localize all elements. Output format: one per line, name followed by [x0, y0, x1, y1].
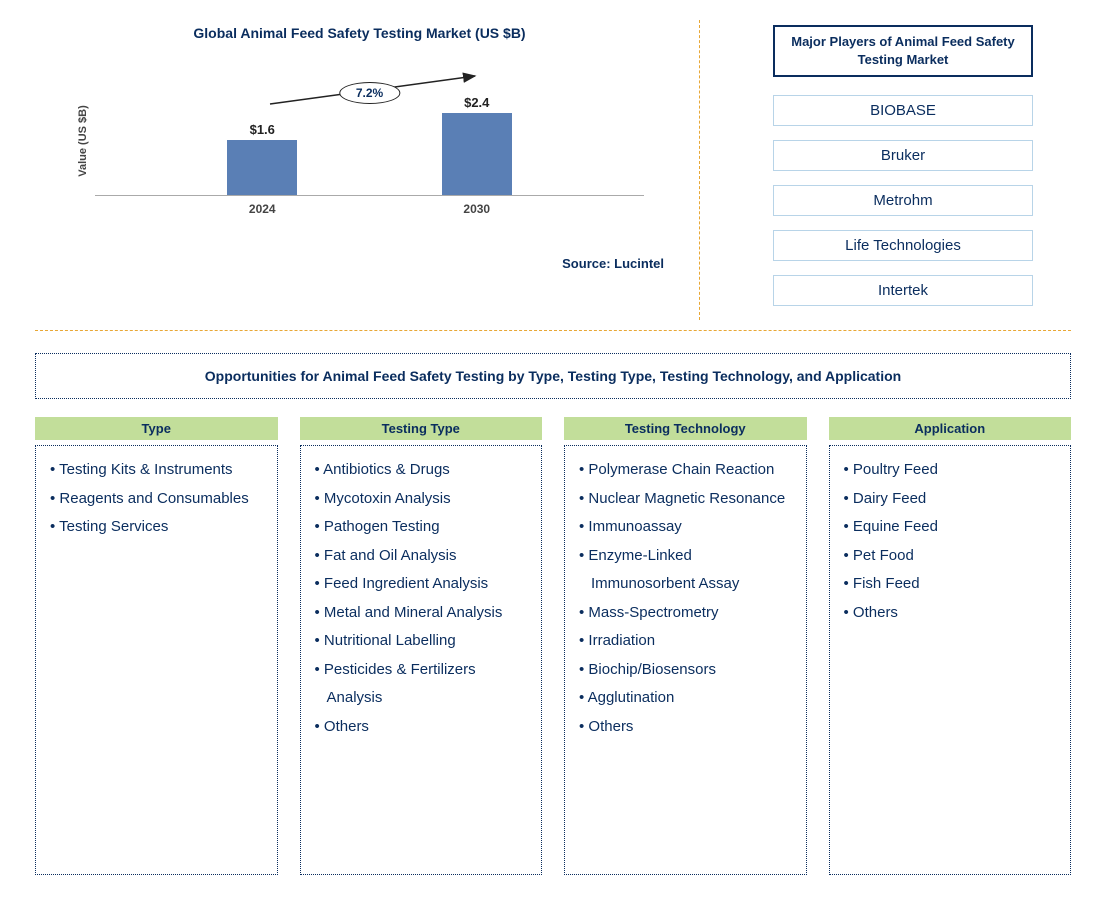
players-panel: Major Players of Animal Feed Safety Test…	[700, 20, 1071, 320]
category-item: • Irradiation	[577, 627, 794, 656]
growth-rate-label: 7.2%	[339, 82, 400, 104]
player-item: Intertek	[773, 275, 1033, 306]
players-list: BIOBASE Bruker Metrohm Life Technologies Int…	[735, 95, 1071, 306]
bar-chart: Value (US $B) 7.2% $1.6$2.4 20242030	[95, 66, 644, 216]
category-header: Testing Technology	[564, 417, 807, 440]
category-item: • Reagents and Consumables	[48, 485, 265, 514]
category-item: • Agglutination	[577, 684, 794, 713]
category-header: Testing Type	[300, 417, 543, 440]
category-item: • Nutritional Labelling	[313, 627, 530, 656]
category-item: • Poultry Feed	[842, 456, 1059, 485]
chart-title: Global Animal Feed Safety Testing Market…	[35, 25, 684, 41]
category-item: • Feed Ingredient Analysis	[313, 570, 530, 599]
player-item: Bruker	[773, 140, 1033, 171]
category-column: Testing Type • Antibiotics & Drugs• Mycot…	[300, 417, 543, 875]
category-item: • Fat and Oil Analysis	[313, 542, 530, 571]
category-item: • Others	[842, 599, 1059, 628]
category-item: • Pesticides & Fertilizers Analysis	[313, 656, 530, 713]
players-title: Major Players of Animal Feed Safety Test…	[773, 25, 1033, 77]
category-item: • Nuclear Magnetic Resonance	[577, 485, 794, 514]
y-axis-label: Value (US $B)	[77, 105, 89, 177]
bar-group: $2.4	[442, 95, 512, 195]
player-item: BIOBASE	[773, 95, 1033, 126]
x-axis-labels: 2024 2030	[95, 202, 644, 216]
category-column: Application • Poultry Feed• Dairy Feed• E…	[829, 417, 1072, 875]
category-item: • Enzyme-Linked Immunosorbent Assay	[577, 542, 794, 599]
category-item: • Others	[313, 713, 530, 742]
category-item: • Fish Feed	[842, 570, 1059, 599]
chart-panel: Global Animal Feed Safety Testing Market…	[35, 20, 700, 320]
x-tick-label: 2024	[249, 202, 276, 216]
x-tick-label: 2030	[463, 202, 490, 216]
category-item: • Equine Feed	[842, 513, 1059, 542]
category-item: • Antibiotics & Drugs	[313, 456, 530, 485]
category-item: • Dairy Feed	[842, 485, 1059, 514]
bar	[227, 140, 297, 195]
category-item: • Testing Services	[48, 513, 265, 542]
category-list: • Poultry Feed• Dairy Feed• Equine Feed•…	[829, 445, 1072, 875]
bar-value-label: $1.6	[250, 122, 275, 137]
category-item: • Testing Kits & Instruments	[48, 456, 265, 485]
categories-row: Type • Testing Kits & Instruments• Reagen…	[35, 417, 1071, 875]
category-column: Type • Testing Kits & Instruments• Reagen…	[35, 417, 278, 875]
bar-value-label: $2.4	[464, 95, 489, 110]
category-header: Type	[35, 417, 278, 440]
source-label: Source: Lucintel	[35, 256, 684, 271]
bar	[442, 113, 512, 195]
bar-group: $1.6	[227, 122, 297, 195]
opportunities-title: Opportunities for Animal Feed Safety Tes…	[35, 353, 1071, 399]
player-item: Life Technologies	[773, 230, 1033, 261]
category-item: • Immunoassay	[577, 513, 794, 542]
category-column: Testing Technology • Polymerase Chain Rea…	[564, 417, 807, 875]
category-item: • Pathogen Testing	[313, 513, 530, 542]
category-item: • Metal and Mineral Analysis	[313, 599, 530, 628]
category-list: • Testing Kits & Instruments• Reagents a…	[35, 445, 278, 875]
category-item: • Mycotoxin Analysis	[313, 485, 530, 514]
category-item: • Pet Food	[842, 542, 1059, 571]
category-item: • Others	[577, 713, 794, 742]
category-header: Application	[829, 417, 1072, 440]
growth-callout: 7.2%	[339, 82, 400, 104]
top-section: Global Animal Feed Safety Testing Market…	[35, 20, 1071, 331]
category-list: • Polymerase Chain Reaction• Nuclear Mag…	[564, 445, 807, 875]
bars-container: 7.2% $1.6$2.4	[95, 86, 644, 196]
category-list: • Antibiotics & Drugs• Mycotoxin Analysi…	[300, 445, 543, 875]
category-item: • Polymerase Chain Reaction	[577, 456, 794, 485]
player-item: Metrohm	[773, 185, 1033, 216]
category-item: • Mass-Spectrometry	[577, 599, 794, 628]
category-item: • Biochip/Biosensors	[577, 656, 794, 685]
